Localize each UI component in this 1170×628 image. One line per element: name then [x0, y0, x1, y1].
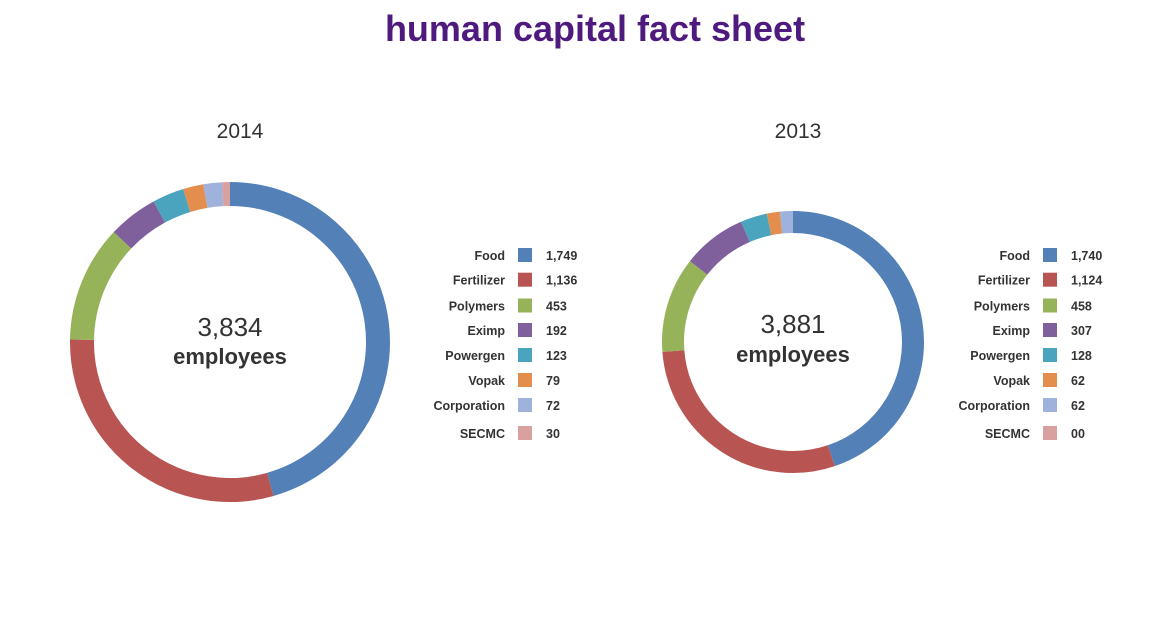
legend-swatch-secmc — [1043, 426, 1057, 440]
legend-swatch-eximp — [518, 323, 532, 337]
page-title: human capital fact sheet — [384, 8, 806, 49]
total-employees: 3,834 — [197, 312, 262, 342]
total-label: employees — [173, 344, 287, 369]
chart-2013: 2013 3,881 employees Food 1,740 Fertilizer… — [662, 120, 1102, 473]
slice-food — [229, 182, 390, 496]
legend-label-vopak: Vopak — [468, 374, 505, 388]
total-label: employees — [736, 342, 850, 367]
legend-swatch-food — [1043, 248, 1057, 262]
chart-title: 2013 — [775, 120, 822, 143]
slice-food — [792, 211, 924, 467]
legend-value-food: 1,749 — [546, 249, 577, 263]
legend-value-corporation: 72 — [546, 399, 560, 413]
legend-swatch-eximp — [1043, 323, 1057, 337]
legend: Food 1,740 Fertilizer 1,124 Polymers 458 Eximp… — [958, 248, 1102, 441]
legend-label-polymers: Polymers — [449, 300, 505, 314]
legend-swatch-powergen — [1043, 348, 1057, 362]
donut-ring — [662, 211, 924, 473]
legend-label-powergen: Powergen — [970, 349, 1030, 363]
slice-corporation — [203, 182, 224, 208]
legend-label-secmc: SECMC — [460, 427, 505, 441]
slice-fertilizer — [70, 339, 274, 502]
legend-label-eximp: Eximp — [992, 324, 1030, 338]
slice-polymers — [70, 232, 132, 341]
legend-label-eximp: Eximp — [467, 324, 505, 338]
slice-polymers — [662, 261, 708, 352]
legend-value-eximp: 192 — [546, 324, 567, 338]
legend-label-secmc: SECMC — [985, 427, 1030, 441]
legend-label-fertilizer: Fertilizer — [978, 274, 1030, 288]
slice-corporation — [779, 211, 794, 234]
slice-eximp — [113, 201, 166, 249]
legend-swatch-secmc — [518, 426, 532, 440]
legend-value-secmc: 30 — [546, 427, 560, 441]
total-employees: 3,881 — [760, 309, 825, 339]
legend-swatch-fertilizer — [518, 272, 532, 287]
slice-powergen — [741, 213, 772, 243]
legend-value-secmc: 00 — [1071, 427, 1085, 441]
legend-label-polymers: Polymers — [974, 300, 1030, 314]
slice-eximp — [689, 221, 751, 275]
donut-ring — [70, 182, 390, 502]
legend-label-corporation: Corporation — [958, 399, 1030, 413]
legend-value-vopak: 79 — [546, 374, 560, 388]
legend-value-corporation: 62 — [1071, 399, 1085, 413]
chart-2014: 2014 3,834 employees Food 1,749 Fertilizer… — [70, 120, 577, 502]
legend: Food 1,749 Fertilizer 1,136 Polymers 453 Eximp… — [433, 248, 577, 441]
legend-value-powergen: 128 — [1071, 349, 1092, 363]
legend-value-polymers: 458 — [1071, 300, 1092, 314]
legend-label-food: Food — [474, 249, 505, 263]
legend-value-polymers: 453 — [546, 300, 567, 314]
legend-swatch-powergen — [518, 348, 532, 362]
legend-swatch-fertilizer — [1043, 272, 1057, 287]
slice-vopak — [766, 211, 783, 236]
legend-value-fertilizer: 1,136 — [546, 274, 577, 288]
slice-vopak — [183, 184, 208, 212]
legend-label-powergen: Powergen — [445, 349, 505, 363]
legend-label-corporation: Corporation — [433, 399, 505, 413]
legend-swatch-corporation — [518, 398, 532, 412]
legend-value-food: 1,740 — [1071, 249, 1102, 263]
legend-swatch-vopak — [518, 373, 532, 387]
legend-swatch-vopak — [1043, 373, 1057, 387]
legend-value-vopak: 62 — [1071, 374, 1085, 388]
legend-label-vopak: Vopak — [993, 374, 1030, 388]
legend-swatch-food — [518, 248, 532, 262]
legend-value-fertilizer: 1,124 — [1071, 274, 1102, 288]
slice-powergen — [153, 188, 191, 223]
legend-swatch-polymers — [518, 298, 532, 313]
legend-label-food: Food — [999, 249, 1030, 263]
legend-value-eximp: 307 — [1071, 324, 1092, 338]
legend-label-fertilizer: Fertilizer — [453, 274, 505, 288]
legend-swatch-polymers — [1043, 298, 1057, 313]
chart-title: 2014 — [217, 120, 264, 143]
slice-fertilizer — [662, 350, 835, 473]
legend-swatch-corporation — [1043, 398, 1057, 412]
legend-value-powergen: 123 — [546, 349, 567, 363]
